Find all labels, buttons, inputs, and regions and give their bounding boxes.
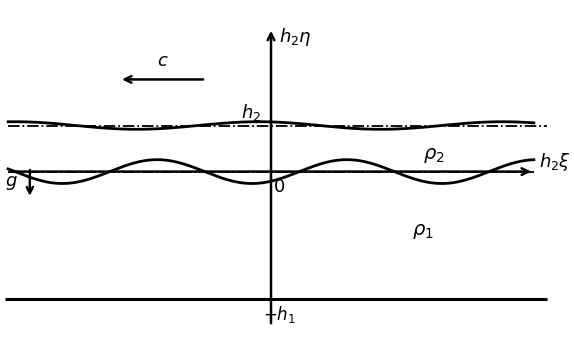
Text: $0$: $0$ [273, 178, 285, 196]
Text: $c$: $c$ [157, 52, 168, 70]
Text: $h_2$: $h_2$ [241, 102, 261, 123]
Text: $-h_1$: $-h_1$ [263, 304, 296, 325]
Text: $g$: $g$ [5, 174, 18, 192]
Text: $h_2\eta$: $h_2\eta$ [279, 26, 312, 48]
Text: $\rho_1$: $\rho_1$ [412, 222, 433, 241]
Text: $\rho_2$: $\rho_2$ [423, 146, 444, 165]
Text: $h_2\xi$: $h_2\xi$ [540, 151, 571, 173]
